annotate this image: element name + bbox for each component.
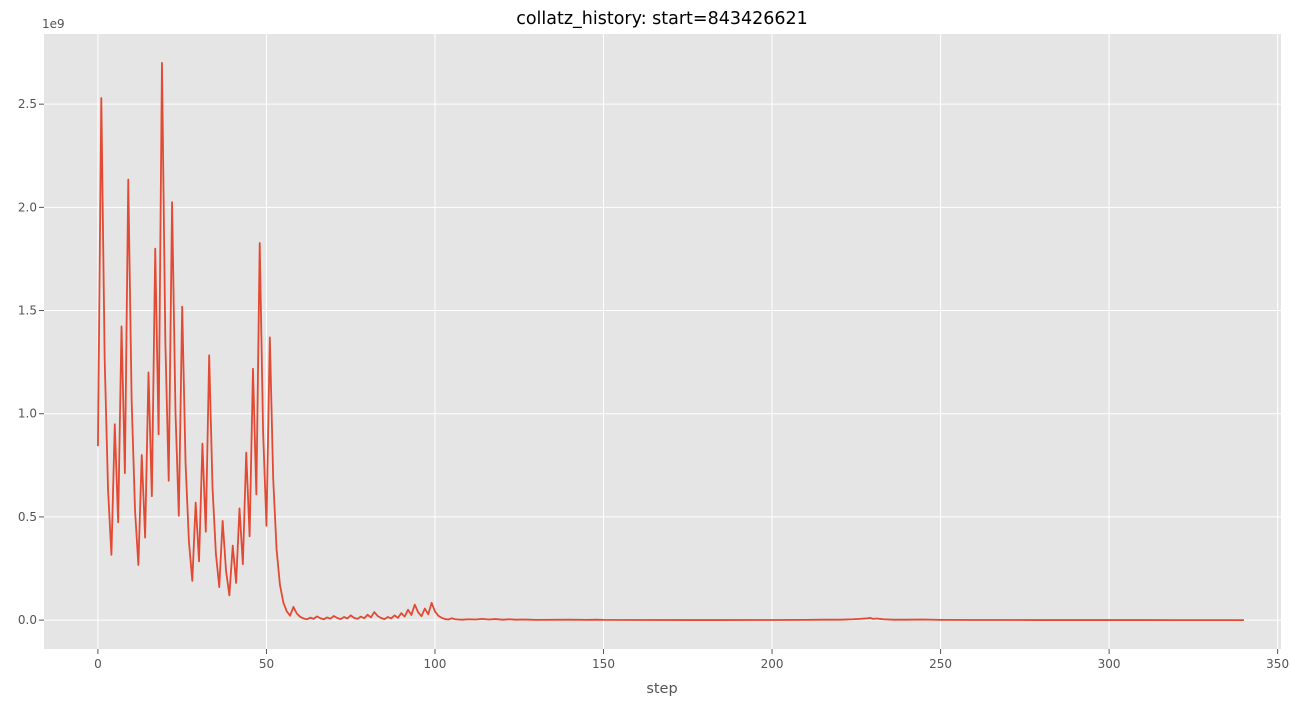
x-tick-label: 150 — [592, 657, 615, 671]
y-tick-label: 2.0 — [18, 200, 37, 214]
y-tick-label: 1.0 — [18, 407, 37, 421]
plot-background — [44, 34, 1281, 649]
x-tick-label: 300 — [1098, 657, 1121, 671]
y-axis-offset-label: 1e9 — [42, 17, 65, 31]
x-tick-label: 0 — [94, 657, 102, 671]
y-tick-label: 0.0 — [18, 613, 37, 627]
y-tick-label: 0.5 — [18, 510, 37, 524]
x-tick-label: 200 — [761, 657, 784, 671]
x-axis-label: step — [646, 681, 677, 697]
x-axis-ticks: 0 50 100 150 200 250 300 350 — [94, 649, 1289, 671]
x-tick-label: 100 — [424, 657, 447, 671]
x-tick-label: 350 — [1266, 657, 1289, 671]
y-tick-label: 1.5 — [18, 304, 37, 318]
x-tick-label: 50 — [259, 657, 274, 671]
series-line — [97, 61, 1244, 622]
y-axis-ticks: 0.0 0.5 1.0 1.5 2.0 2.5 — [18, 97, 44, 627]
x-tick-label: 250 — [929, 657, 952, 671]
y-tick-label: 2.5 — [18, 97, 37, 111]
x-gridlines — [97, 34, 1279, 649]
chart-title: collatz_history: start=843426621 — [516, 9, 808, 29]
